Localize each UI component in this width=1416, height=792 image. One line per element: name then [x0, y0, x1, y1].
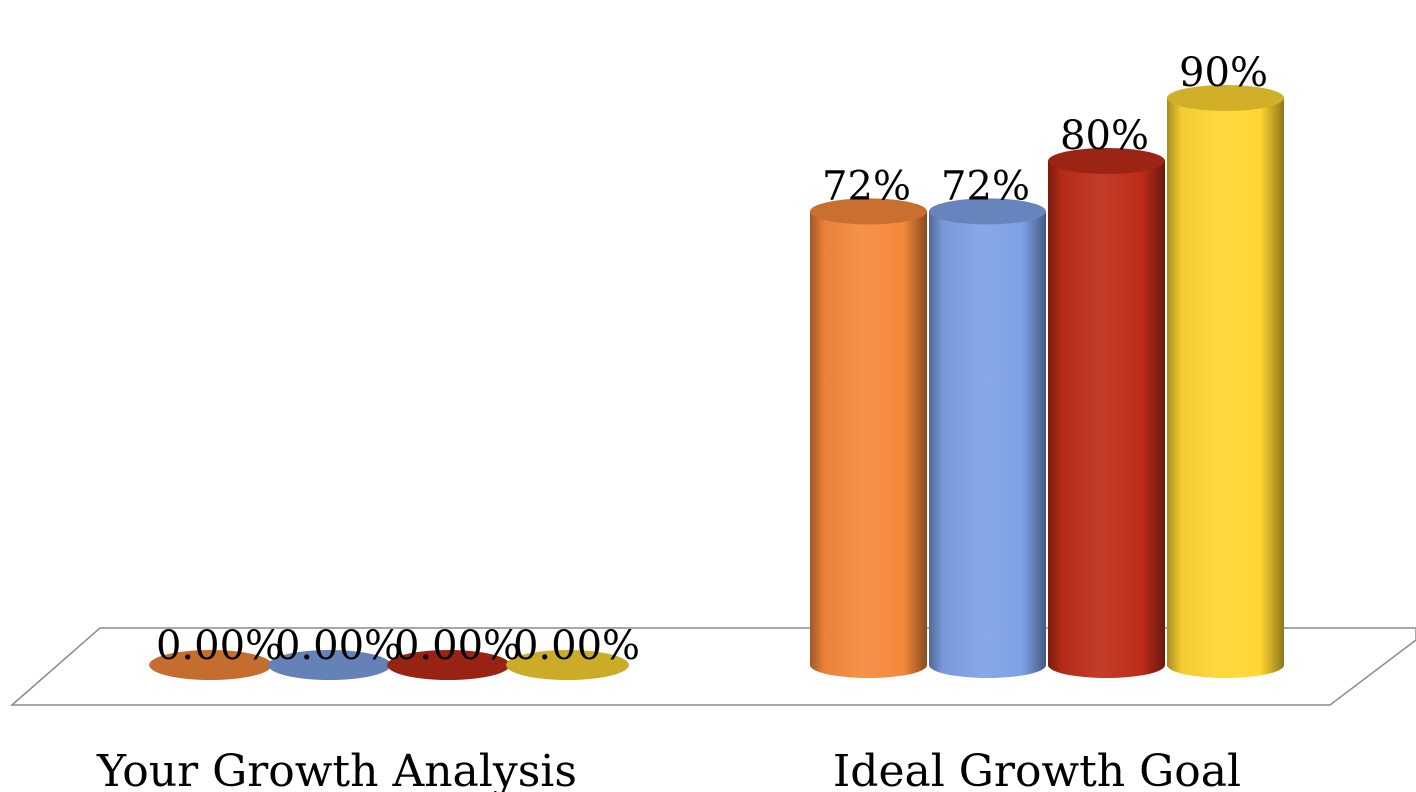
- bar-top-1-3: [1167, 85, 1284, 111]
- bar-group: [149, 85, 1284, 680]
- bar-disc-0-3: [506, 650, 629, 680]
- bar-top-1-2: [1048, 148, 1165, 174]
- bar-body-1-3: [1167, 98, 1284, 678]
- data-label-1-1: 72%: [941, 163, 1030, 209]
- bar-disc-0-1: [268, 650, 391, 680]
- bar-body-1-2: [1048, 161, 1166, 678]
- data-label-0-0: 0.00%: [156, 623, 283, 669]
- category-label-your-growth-analysis: Your Growth Analysis: [96, 746, 577, 792]
- data-label-0-2: 0.00%: [394, 623, 521, 669]
- category-label-group: Your Growth Analysis Ideal Growth Goal: [96, 746, 1241, 792]
- data-label-1-0: 72%: [822, 163, 911, 209]
- bar-body-1-1: [929, 211, 1046, 678]
- bar-top-1-0: [810, 198, 927, 225]
- data-label-1-3: 90%: [1179, 50, 1268, 96]
- data-label-0-1: 0.00%: [275, 623, 402, 669]
- bar-disc-0-2: [387, 650, 510, 680]
- data-label-1-2: 80%: [1060, 113, 1149, 159]
- bar-body-1-0: [810, 211, 927, 678]
- data-label-0-3: 0.00%: [513, 623, 640, 669]
- bar-disc-0-0: [149, 650, 272, 680]
- bar-top-1-1: [929, 198, 1046, 225]
- data-label-group: 0.00%0.00%0.00%0.00%72% 72%80%90%: [156, 50, 1268, 669]
- category-label-ideal-growth-goal: Ideal Growth Goal: [833, 746, 1241, 792]
